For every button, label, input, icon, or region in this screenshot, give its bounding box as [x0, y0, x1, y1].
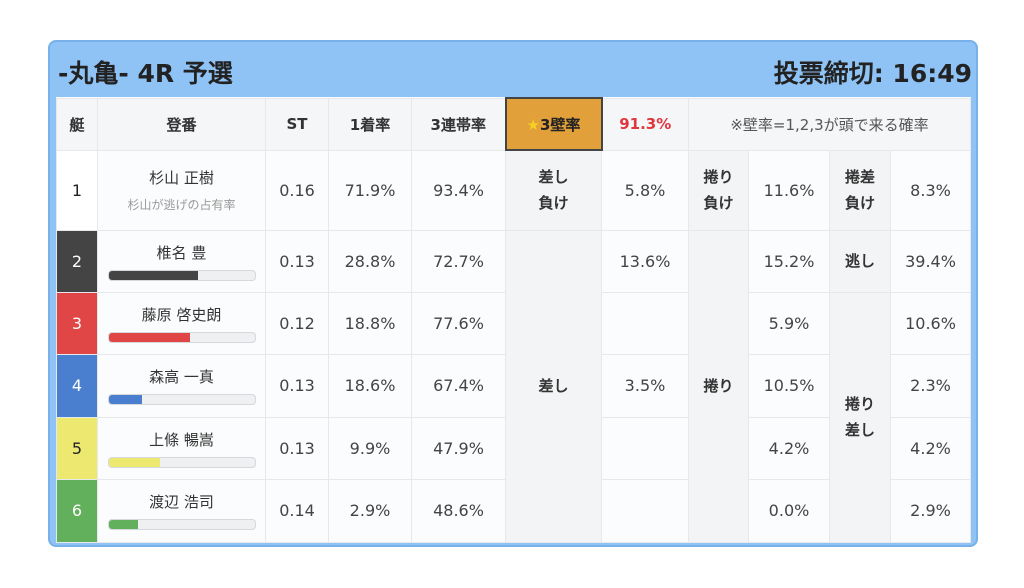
table-row: 1 杉山 正樹杉山が逃げの占有率 0.16 71.9% 93.4% 差し 負け 5.8…	[56, 149, 971, 231]
kabe-value: 91.3%	[601, 97, 689, 151]
col-boat: 艇	[56, 97, 98, 151]
boat-number: 3	[56, 291, 98, 355]
top3-rate: 72.7%	[411, 229, 506, 293]
top3-rate: 67.4%	[411, 353, 506, 418]
st: 0.14	[265, 478, 329, 543]
racer-cell: 藤原 啓史朗	[97, 291, 266, 355]
makurisashi-value: 2.9%	[890, 478, 971, 543]
racer-cell: 上條 暢嵩	[97, 416, 266, 480]
label-sashi-make: 差し 負け	[505, 149, 602, 231]
progress-bar	[107, 394, 256, 405]
label-makurisashi-make: 捲差 負け	[829, 149, 891, 231]
makuri-value: 0.0%	[748, 478, 830, 543]
vote-deadline: 投票締切: 16:49	[773, 59, 972, 88]
racer-name: 杉山 正樹	[149, 169, 214, 187]
racer-cell: 森高 一真	[97, 353, 266, 418]
label-sashi: 差し	[505, 229, 602, 543]
top3-rate: 47.9%	[411, 416, 506, 480]
boat-number: 5	[56, 416, 98, 480]
kabe-note: ※壁率=1,2,3が頭で来る確率	[688, 97, 971, 151]
progress-fill	[108, 520, 138, 529]
st: 0.13	[265, 416, 329, 480]
progress-bar	[107, 519, 256, 530]
table-row: 2 椎名 豊 0.13 28.8% 72.7% 差し 13.6% 捲り 15.2% 逃し 3…	[56, 229, 971, 543]
boat-number: 2	[56, 229, 98, 293]
label-makuri: 捲り	[688, 229, 749, 543]
col-st: ST	[265, 97, 329, 151]
makurisashi-value: 4.2%	[890, 416, 971, 480]
label-nige: 逃し	[829, 229, 891, 293]
progress-fill	[108, 457, 160, 467]
makuri-value: 4.2%	[748, 416, 830, 480]
makuri-value: 5.9%	[748, 291, 830, 355]
boat-number: 1	[56, 149, 98, 231]
st: 0.12	[265, 291, 329, 355]
race-title: -丸亀- 4R 予選	[58, 59, 233, 88]
table-row: 6 渡辺 浩司 0.14 2.9% 48.6% 0.0% 2.9%	[56, 478, 971, 543]
win-rate: 2.9%	[328, 478, 412, 543]
racer-cell: 渡辺 浩司	[97, 478, 266, 543]
sashi-value	[601, 291, 689, 355]
racer-sub: 杉山が逃げの占有率	[127, 198, 236, 212]
makurisashi-value: 39.4%	[890, 229, 971, 293]
racer-name: 渡辺 浩司	[149, 493, 214, 511]
win-rate: 18.8%	[328, 291, 412, 355]
progress-fill	[108, 395, 143, 404]
progress-bar	[107, 269, 256, 281]
col-win: 1着率	[328, 97, 412, 151]
st: 0.13	[265, 353, 329, 418]
st: 0.16	[265, 149, 329, 231]
win-rate: 28.8%	[328, 229, 412, 293]
race-table: 艇 登番 ST 1着率 3連帯率 ★3壁率 91.3% ※壁率=1,2,3が頭で…	[56, 97, 971, 543]
racer-name: 椎名 豊	[156, 243, 207, 262]
sashi-value: 13.6%	[601, 229, 689, 293]
progress-fill	[108, 270, 198, 280]
boat-number: 6	[56, 478, 98, 543]
makurisashi-value: 2.3%	[890, 353, 971, 418]
label-makurisashi: 捲り 差し	[829, 291, 891, 543]
col-top3: 3連帯率	[411, 97, 506, 151]
racer-name: 藤原 啓史朗	[141, 305, 222, 324]
win-rate: 9.9%	[328, 416, 412, 480]
top3-rate: 93.4%	[411, 149, 506, 231]
table-row: 5 上條 暢嵩 0.13 9.9% 47.9% 4.2% 4.2%	[56, 416, 971, 480]
st: 0.13	[265, 229, 329, 293]
makuri-value: 11.6%	[748, 149, 830, 231]
racer-name: 上條 暢嵩	[149, 430, 214, 449]
sashi-value	[601, 416, 689, 480]
sashi-value: 5.8%	[601, 149, 689, 231]
table-row: 4 森高 一真 0.13 18.6% 67.4% 3.5% 10.5% 2.3%	[56, 353, 971, 418]
col-kabe: ★3壁率	[504, 97, 603, 151]
top3-rate: 48.6%	[411, 478, 506, 543]
racer-name: 森高 一真	[149, 368, 214, 386]
win-rate: 18.6%	[328, 353, 412, 418]
makuri-value: 10.5%	[748, 353, 830, 418]
boat-number: 4	[56, 353, 98, 418]
makurisashi-value: 10.6%	[890, 291, 971, 355]
racer-cell: 杉山 正樹杉山が逃げの占有率	[97, 149, 266, 231]
table-row: 3 藤原 啓史朗 0.12 18.8% 77.6% 5.9% 捲り 差し 10.6%	[56, 291, 971, 543]
progress-fill	[108, 332, 191, 342]
progress-bar	[107, 331, 256, 343]
makurisashi-value: 8.3%	[890, 149, 971, 231]
sashi-value: 3.5%	[601, 353, 689, 418]
racer-cell: 椎名 豊	[97, 229, 266, 293]
sashi-value	[601, 478, 689, 543]
race-card: -丸亀- 4R 予選 投票締切: 16:49 艇 登番 ST 1着率 3連帯率 …	[48, 40, 978, 547]
header-row: 艇 登番 ST 1着率 3連帯率 ★3壁率 91.3% ※壁率=1,2,3が頭で…	[56, 97, 971, 151]
top3-rate: 77.6%	[411, 291, 506, 355]
label-makuri-make: 捲り 負け	[688, 149, 749, 231]
makuri-value: 15.2%	[748, 229, 830, 293]
progress-bar	[107, 456, 256, 468]
col-name: 登番	[97, 97, 266, 151]
win-rate: 71.9%	[328, 149, 412, 231]
